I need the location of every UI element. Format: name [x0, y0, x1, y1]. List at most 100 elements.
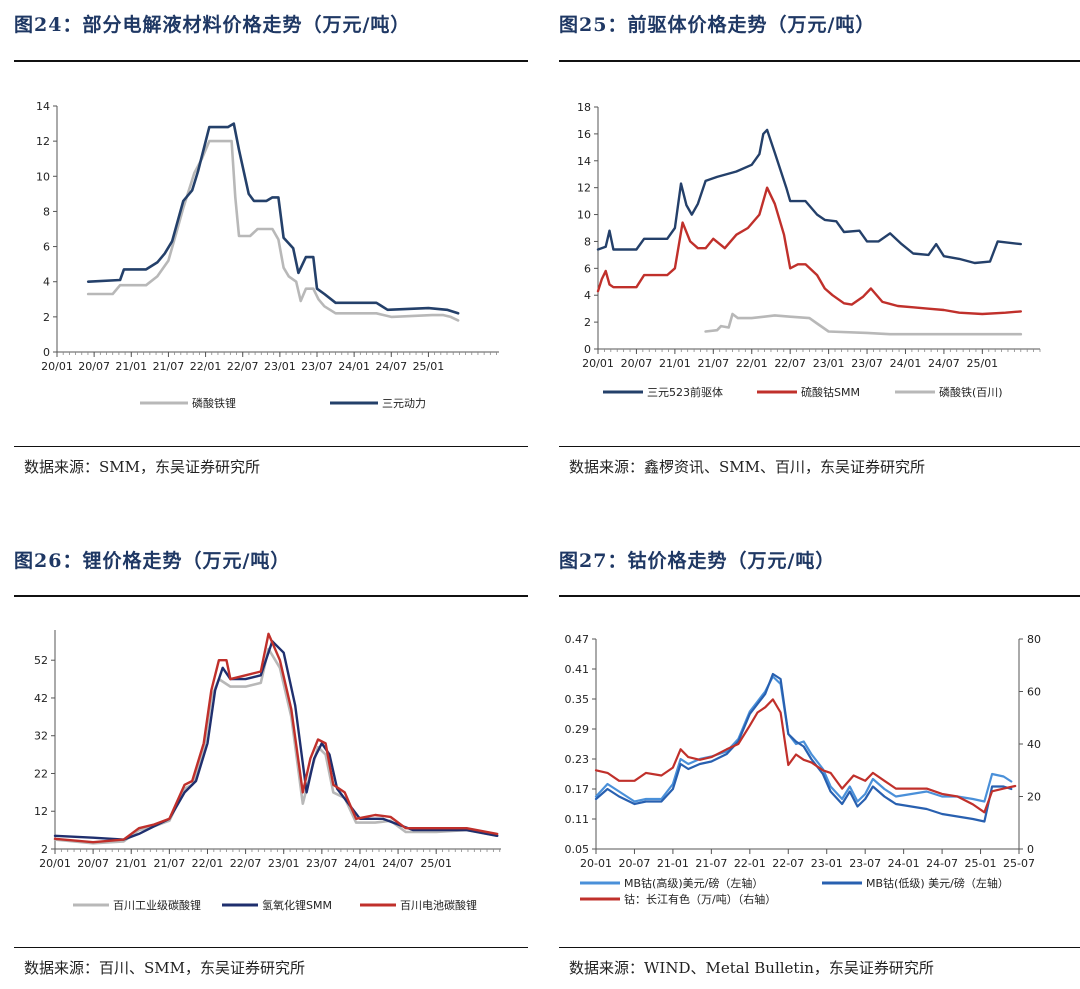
- y-tick-label: 10: [36, 170, 50, 183]
- series-line-2: [704, 312, 1023, 336]
- series-line-0: [594, 675, 1013, 803]
- x-tick-label: 20-01: [580, 857, 612, 870]
- y-tick-label: 0.11: [565, 813, 590, 826]
- panel-fig25: 图25：前驱体价格走势（万元/吨） 0 2 4 6 8 10 12 14 16 18 20/01 20…: [545, 0, 1080, 490]
- x-tick-label: 21-01: [657, 857, 689, 870]
- x-tick-label: 24/07: [928, 357, 960, 370]
- title-rule: [559, 595, 1080, 597]
- series-line-1: [53, 640, 499, 841]
- legend-label: 百川电池碳酸锂: [400, 898, 477, 912]
- y-tick-label: 0: [43, 346, 50, 359]
- title-rule: [14, 595, 528, 597]
- x-tick-label: 23-01: [811, 857, 843, 870]
- y-tick-label: 0.17: [565, 783, 590, 796]
- y-right-tick-label: 80: [1027, 633, 1041, 646]
- y-tick-label: 18: [577, 101, 591, 114]
- legend-label: 磷酸铁(百川): [939, 385, 1003, 399]
- panel-fig27: 图27：钴价格走势（万元/吨） 0.05 0.11 0.17 0.23 0.29 0.35…: [545, 536, 1080, 989]
- x-tick-label: 23/01: [268, 857, 300, 870]
- x-tick-label: 25/01: [413, 360, 445, 373]
- x-tick-label: 22/07: [227, 360, 259, 373]
- chart-title: 图26：锂价格走势（万元/吨）: [14, 550, 291, 572]
- x-tick-label: 20/07: [77, 857, 109, 870]
- y-tick-label: 4: [43, 276, 50, 289]
- chart-source: 数据来源：SMM，东吴证券研究所: [24, 458, 260, 476]
- x-tick-label: 21/07: [154, 857, 186, 870]
- chart-fig24: 0 2 4 6 8 10 12 14 20/01 20/07 21/01 21/07 22/01 22/0…: [36, 100, 499, 410]
- x-tick-label: 24-01: [888, 857, 920, 870]
- x-tick-label: 25-01: [965, 857, 997, 870]
- x-tick-label: 25/01: [966, 357, 998, 370]
- x-tick-label: 24/01: [344, 857, 376, 870]
- x-tick-label: 20/01: [39, 857, 71, 870]
- y-tick-label: 0.23: [565, 753, 590, 766]
- y-tick-label: 0: [584, 343, 591, 356]
- source-rule: [559, 947, 1080, 948]
- y-tick-label: 2: [584, 316, 591, 329]
- chart-fig25: 0 2 4 6 8 10 12 14 16 18 20/01 20/07 21/01 21/07 22/01…: [577, 101, 1041, 399]
- chart-title: 图25：前驱体价格走势（万元/吨）: [559, 14, 876, 36]
- title-rule: [559, 60, 1080, 62]
- legend-label: 三元动力: [382, 397, 426, 410]
- legend-label: 磷酸铁锂: [192, 396, 236, 410]
- x-tick-label: 20-07: [618, 857, 650, 870]
- panel-fig24: 图24：部分电解液材料价格走势（万元/吨） 0 2 4 6 8 10 12 14 20/01 20…: [0, 0, 528, 490]
- chart-source: 数据来源：WIND、Metal Bulletin，东吴证券研究所: [569, 959, 934, 977]
- x-tick-label: 25/01: [420, 857, 452, 870]
- y-tick-label: 16: [577, 128, 591, 141]
- legend-label: 氢氧化锂SMM: [262, 898, 332, 912]
- y-tick-label: 0.41: [565, 663, 590, 676]
- x-tick-label: 24-07: [926, 857, 958, 870]
- x-tick-label: 24/07: [382, 857, 414, 870]
- legend-label: 钴：长江有色（万/吨）（右轴）: [624, 892, 776, 906]
- x-tick-label: 24/01: [338, 360, 370, 373]
- y-tick-label: 0.05: [565, 843, 590, 856]
- y-tick-label: 14: [36, 100, 50, 113]
- legend-label: 三元523前驱体: [647, 385, 723, 399]
- legend-label: 硫酸钴SMM: [801, 385, 860, 399]
- legend-label: 百川工业级碳酸锂: [113, 898, 201, 912]
- x-tick-label: 21/07: [153, 360, 185, 373]
- x-tick-label: 21/07: [697, 357, 729, 370]
- y-right-tick-label: 40: [1027, 738, 1041, 751]
- y-tick-label: 22: [34, 767, 48, 780]
- series-line-0: [596, 128, 1022, 265]
- series-line-0: [53, 647, 499, 845]
- y-tick-label: 12: [36, 135, 50, 148]
- x-tick-label: 22/07: [230, 857, 262, 870]
- y-tick-label: 4: [584, 289, 591, 302]
- series-line-2: [594, 698, 1017, 814]
- x-tick-label: 22-01: [734, 857, 766, 870]
- chart-fig27: 0.05 0.11 0.17 0.23 0.29 0.35 0.41 0.47 0 20 40 60 8…: [565, 633, 1042, 906]
- x-tick-label: 20/07: [621, 357, 653, 370]
- y-tick-label: 8: [43, 205, 50, 218]
- y-tick-label: 10: [577, 209, 591, 222]
- chart-title: 图27：钴价格走势（万元/吨）: [559, 550, 836, 572]
- chart-fig26: 2 12 22 32 42 52 20/01 20/07 21/01 21/07 22/01 22/0…: [34, 630, 501, 912]
- y-tick-label: 8: [584, 235, 591, 248]
- y-right-tick-label: 0: [1027, 843, 1034, 856]
- y-tick-label: 6: [43, 241, 50, 254]
- chart-title: 图24：部分电解液材料价格走势（万元/吨）: [14, 14, 411, 36]
- title-rule: [14, 60, 528, 62]
- y-right-tick-label: 20: [1027, 791, 1041, 804]
- chart-source: 数据来源：鑫椤资讯、SMM、百川，东吴证券研究所: [569, 458, 925, 476]
- chart-source: 数据来源：百川、SMM，东吴证券研究所: [24, 959, 305, 977]
- legend-label: MB钴(高级)美元/磅（左轴）: [624, 876, 763, 890]
- series-line-1: [594, 672, 1013, 823]
- x-tick-label: 22/01: [192, 857, 224, 870]
- series-line-2: [53, 632, 499, 844]
- x-tick-label: 21/01: [115, 360, 147, 373]
- x-tick-label: 21-07: [695, 857, 727, 870]
- y-tick-label: 12: [577, 182, 591, 195]
- x-tick-label: 21/01: [659, 357, 691, 370]
- x-tick-label: 25-07: [1003, 857, 1035, 870]
- series-line-0: [86, 139, 460, 322]
- y-tick-label: 52: [34, 654, 48, 667]
- y-tick-label: 2: [43, 311, 50, 324]
- x-tick-label: 22/01: [736, 357, 768, 370]
- x-tick-label: 22-07: [772, 857, 804, 870]
- y-tick-label: 2: [41, 843, 48, 856]
- y-tick-label: 0.35: [565, 693, 590, 706]
- x-tick-label: 23/07: [306, 857, 338, 870]
